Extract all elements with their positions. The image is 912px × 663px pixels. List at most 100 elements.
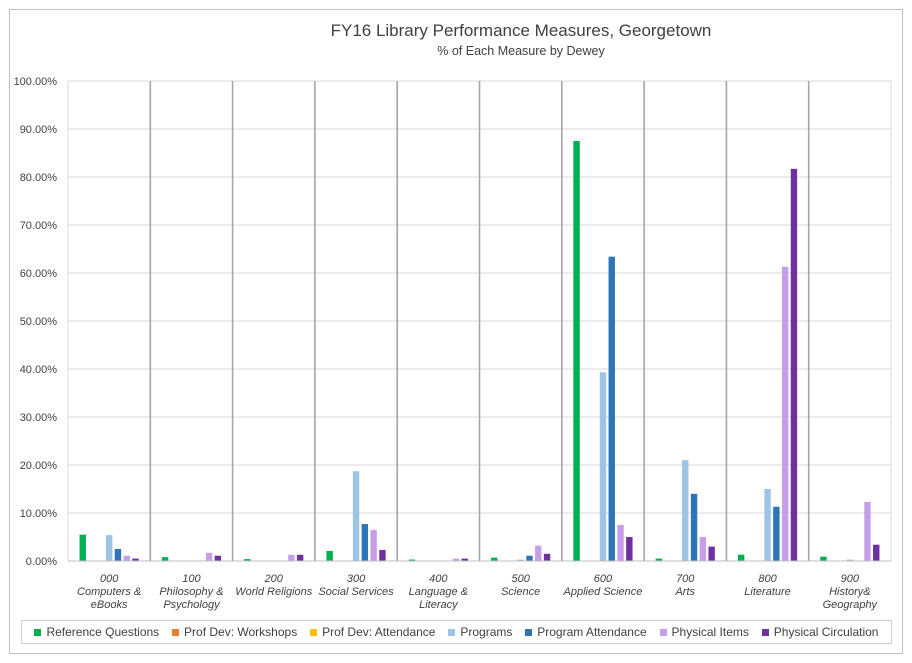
y-tick-label: 100.00% xyxy=(14,76,58,88)
legend-item: Physical Circulation xyxy=(761,625,878,639)
x-tick-code: 800 xyxy=(758,573,777,585)
bar xyxy=(244,559,251,561)
bar xyxy=(361,524,369,561)
bar xyxy=(790,168,798,561)
y-tick-label: 0.00% xyxy=(26,556,57,568)
bar xyxy=(655,558,663,561)
x-tick-label: Arts xyxy=(674,586,695,598)
bar xyxy=(205,552,213,561)
bar xyxy=(132,558,139,561)
legend-item: Physical Items xyxy=(659,625,749,639)
legend-swatch xyxy=(34,628,42,636)
legend-item: Programs xyxy=(448,625,512,639)
bar xyxy=(573,141,580,561)
legend-item: Prof Dev: Attendance xyxy=(310,625,435,639)
x-tick-label: Literacy xyxy=(419,599,459,611)
x-tick-label: History& xyxy=(829,586,871,598)
legend-swatch xyxy=(525,628,533,636)
y-tick-label: 60.00% xyxy=(20,268,58,280)
x-tick-label: Applied Science xyxy=(563,586,643,598)
bar xyxy=(764,489,771,561)
chart-title: FY16 Library Performance Measures, Georg… xyxy=(330,21,712,40)
x-tick-label: Social Services xyxy=(318,586,394,598)
bar xyxy=(773,506,780,561)
legend-label: Physical Items xyxy=(671,625,749,639)
legend-swatch xyxy=(761,628,769,636)
x-tick-code: 500 xyxy=(511,573,530,585)
bar xyxy=(864,501,871,561)
legend-label: Prof Dev: Attendance xyxy=(322,625,436,639)
bar xyxy=(370,529,377,561)
bar xyxy=(79,534,86,561)
y-tick-label: 10.00% xyxy=(20,508,58,520)
bar xyxy=(296,554,304,561)
bar xyxy=(461,558,468,561)
x-tick-code: 200 xyxy=(264,573,284,585)
bar xyxy=(491,557,498,561)
x-tick-code: 100 xyxy=(182,573,201,585)
legend-swatch xyxy=(310,628,318,636)
bar xyxy=(708,546,715,561)
bar xyxy=(379,549,386,561)
bar xyxy=(682,460,689,561)
x-tick-label: Psychology xyxy=(163,599,221,611)
bar xyxy=(452,558,460,561)
legend-item: Program Attendance xyxy=(525,625,647,639)
x-tick-label: eBooks xyxy=(91,599,128,611)
legend-label: Reference Questions xyxy=(46,625,160,639)
bar xyxy=(626,537,633,561)
bar xyxy=(617,525,624,561)
x-tick-code: 900 xyxy=(841,573,860,585)
y-tick-label: 40.00% xyxy=(20,364,58,376)
y-tick-label: 70.00% xyxy=(20,220,58,232)
legend-swatch xyxy=(448,628,456,636)
bar xyxy=(608,256,615,561)
legend-item: Prof Dev: Workshops xyxy=(172,625,297,639)
x-tick-code: 300 xyxy=(347,573,366,585)
bar xyxy=(873,544,880,561)
bar xyxy=(599,372,607,561)
x-tick-label: Science xyxy=(501,586,540,598)
legend-label: Prof Dev: Workshops xyxy=(184,625,298,639)
x-tick-label: Literature xyxy=(744,586,790,598)
bar xyxy=(526,555,533,561)
x-tick-label: World Religions xyxy=(235,586,313,598)
x-tick-code: 000 xyxy=(100,573,119,585)
x-tick-code: 600 xyxy=(594,573,613,585)
legend-label: Programs xyxy=(460,625,513,639)
bar xyxy=(781,266,789,561)
bar xyxy=(543,553,551,561)
bar xyxy=(326,550,333,561)
chart-subtitle: % of Each Measure by Dewey xyxy=(437,44,605,58)
bar xyxy=(114,549,122,561)
x-tick-label: Language & xyxy=(409,586,468,598)
x-tick-label: Philosophy & xyxy=(159,586,223,598)
x-tick-label: Computers & xyxy=(77,586,141,598)
bar xyxy=(105,535,113,561)
bar xyxy=(535,545,542,561)
x-tick-label: Geography xyxy=(823,599,879,611)
legend-item: Reference Questions xyxy=(34,625,159,639)
x-tick-code: 400 xyxy=(429,573,448,585)
x-tick-code: 700 xyxy=(676,573,695,585)
bar xyxy=(288,554,295,561)
legend-swatch xyxy=(172,628,180,636)
bar xyxy=(820,556,827,561)
legend-label: Program Attendance xyxy=(537,625,647,639)
y-tick-label: 50.00% xyxy=(20,316,58,328)
y-tick-label: 90.00% xyxy=(20,124,58,136)
bar xyxy=(352,471,360,561)
bar xyxy=(690,493,698,561)
chart-legend: Reference Questions Prof Dev: Workshops Pr… xyxy=(21,620,892,644)
bar xyxy=(846,559,854,561)
bar xyxy=(214,555,222,561)
legend-swatch xyxy=(659,628,667,636)
y-tick-label: 80.00% xyxy=(20,172,58,184)
bar xyxy=(408,559,416,561)
chart-frame xyxy=(9,9,903,654)
bar xyxy=(161,557,169,561)
y-tick-label: 30.00% xyxy=(20,412,58,424)
bar xyxy=(517,559,524,561)
bar xyxy=(737,554,745,561)
